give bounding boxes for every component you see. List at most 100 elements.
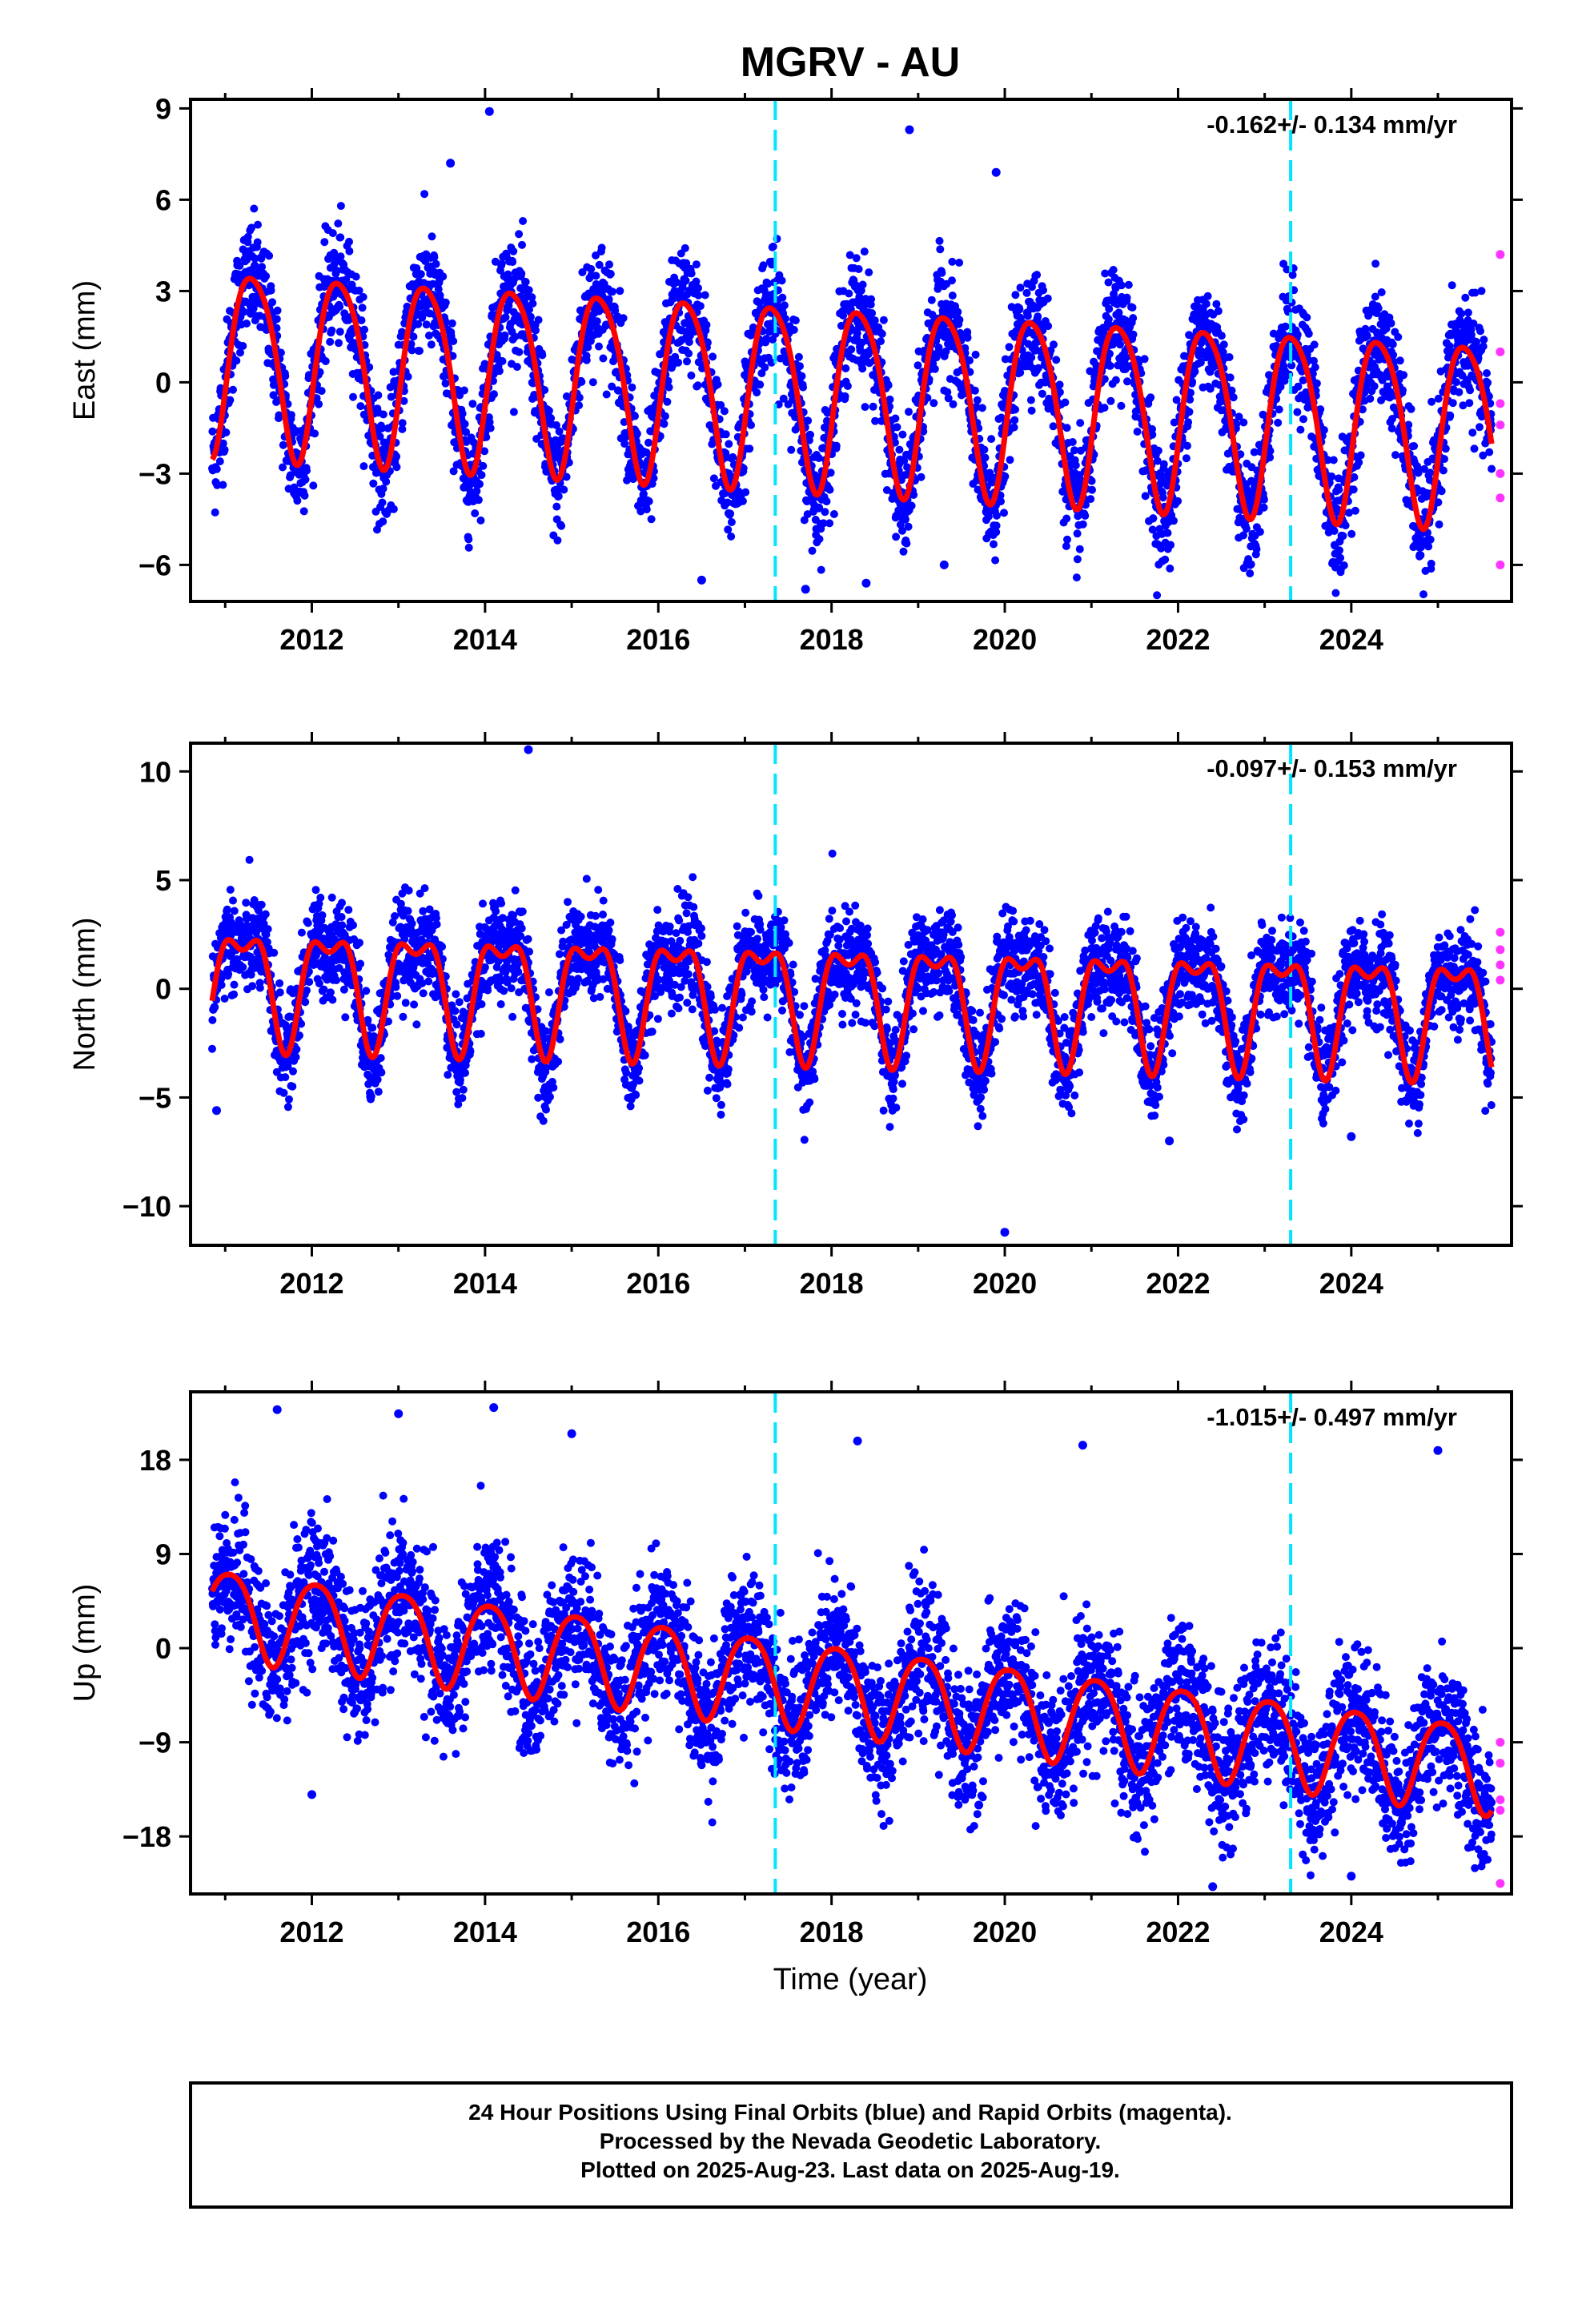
data-point [843,382,852,390]
data-point [1023,312,1032,320]
data-point [606,270,615,278]
data-point [796,362,804,371]
data-point [220,445,229,454]
data-point [424,332,433,340]
data-point [222,428,231,436]
data-point [327,326,336,335]
data-point [552,421,560,429]
data-point [229,385,237,394]
data-point [577,377,586,386]
data-point [420,190,429,199]
data-point [497,259,506,267]
data-point [498,357,507,365]
data-point [1303,313,1311,322]
x-tick-label: 2022 [1146,623,1210,656]
data-point [747,420,755,429]
data-point [1124,280,1133,289]
data-point [275,411,283,420]
data-point [326,337,335,346]
data-point [1296,425,1305,434]
data-point [1464,308,1472,317]
y-tick-label: −3 [139,457,171,490]
data-point [884,381,893,389]
data-point [1255,528,1264,537]
data-point [1484,378,1492,387]
data-point [917,472,926,481]
data-point [1483,369,1491,377]
data-point [215,457,224,466]
data-point [852,254,861,263]
data-point [1435,520,1443,529]
data-point [230,990,239,999]
data-point [272,324,281,332]
data-point [407,340,416,348]
outlier-point [861,578,871,588]
data-point [398,419,407,428]
data-point [578,268,587,276]
outlier-point [991,167,1001,177]
data-point [213,480,222,489]
data-point [432,259,440,268]
data-point [414,320,423,328]
data-point [1485,448,1494,456]
data-point [358,304,367,312]
data-point [275,988,284,997]
data-point [1015,305,1024,314]
data-point [611,306,620,315]
data-point [509,408,518,416]
data-point [301,998,310,1007]
data-point [400,396,408,405]
data-point [592,251,600,259]
data-point [428,232,436,241]
data-point [1219,340,1228,349]
data-point [285,1095,293,1104]
data-point [1184,418,1193,427]
data-point [468,400,477,408]
data-point [1010,416,1019,424]
data-point [726,509,735,518]
data-point [279,463,287,472]
data-point [416,347,424,356]
data-point [949,400,958,408]
data-point [345,247,354,255]
data-point [936,245,945,254]
data-point [1129,314,1138,323]
data-point [258,263,267,271]
data-point [349,392,357,401]
data-point [1427,559,1435,568]
data-point [526,312,535,321]
y-tick-label: 6 [155,183,171,216]
data-point [1331,589,1340,597]
data-point [297,928,306,937]
data-point [474,496,483,505]
data-point [311,429,319,438]
data-point [713,380,722,388]
outlier-point [801,585,810,594]
data-point [528,300,537,308]
data-point [665,383,673,392]
x-tick-label: 2020 [973,623,1037,656]
data-point [741,488,750,497]
data-point [1006,456,1014,464]
data-point [1371,259,1380,268]
rapid-orbit-point [1496,420,1505,430]
data-point [1366,394,1375,403]
data-point [595,342,603,351]
data-point [236,348,244,357]
data-point [1330,527,1339,535]
data-point [745,444,754,453]
data-point [1468,428,1477,437]
data-point [1410,442,1419,450]
data-point [486,424,495,432]
data-point [511,332,520,341]
data-point [1226,373,1235,382]
rapid-orbit-point [1496,468,1505,478]
rapid-orbit-point [1496,399,1505,408]
data-point [1336,553,1345,562]
data-point [449,337,458,345]
rapid-orbit-point [1496,250,1505,259]
data-point [1370,382,1379,391]
data-point [841,364,850,372]
data-point [817,565,825,574]
